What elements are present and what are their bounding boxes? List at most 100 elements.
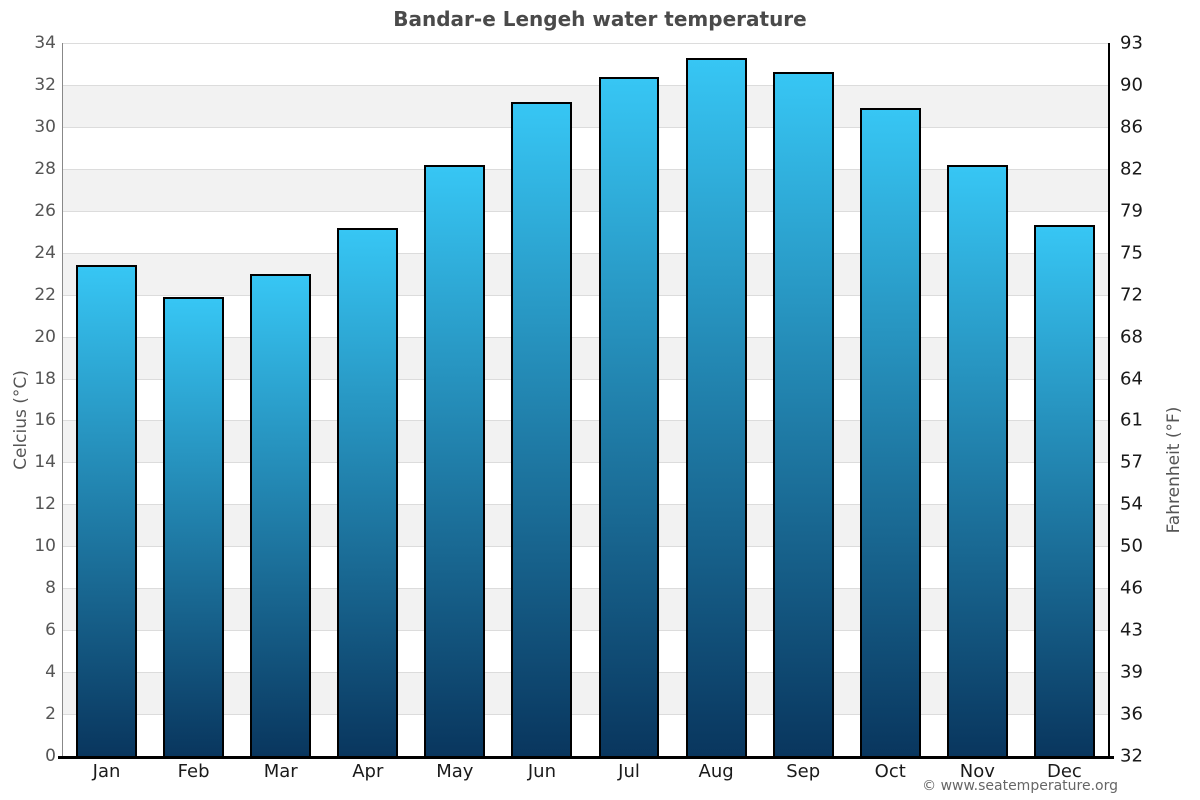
celsius-tick-label: 30 [34,116,56,137]
bar-aug [685,57,747,756]
gridline [63,378,1108,380]
month-label-nov: Nov [959,761,995,782]
bar-slot-nov [934,43,1021,756]
bar-slot-sep [760,43,847,756]
gridline [63,336,1108,338]
bar-jan [76,265,138,756]
celsius-axis-title: Celcius (°C) [11,370,31,470]
bar-feb [163,296,225,756]
x-axis-baseline [58,756,1114,759]
month-label-jun: Jun [527,761,556,782]
bar-mar [250,273,312,756]
bar-slot-may [411,43,498,756]
fahrenheit-axis-title: Fahrenheit (°F) [1164,406,1184,534]
celsius-tick-label: 18 [34,368,56,389]
celsius-tick-label: 14 [34,452,56,473]
background-stripe [63,630,1108,673]
background-stripe [63,126,1108,169]
fahrenheit-tick-label: 64 [1120,368,1143,390]
bar-jun [511,101,573,756]
bar-slot-apr [324,43,411,756]
background-stripe [63,420,1108,463]
gridline [63,210,1108,212]
fahrenheit-tick-label: 54 [1120,493,1143,515]
month-label-apr: Apr [352,761,384,782]
bar-may [424,164,486,756]
plot-area [63,43,1108,756]
celsius-axis-line [62,43,63,756]
gridline [63,84,1108,86]
fahrenheit-tick-label: 43 [1120,619,1143,641]
month-label-aug: Aug [698,761,734,782]
background-stripe [63,168,1108,211]
background-stripe [63,378,1108,421]
fahrenheit-tick-label: 93 [1120,32,1143,54]
background-stripe [63,588,1108,631]
month-label-oct: Oct [874,761,906,782]
gridline [63,546,1108,548]
background-stripe [63,336,1108,379]
gridline [63,43,1108,44]
celsius-tick-label: 32 [34,74,56,95]
celsius-tick-label: 6 [45,620,56,641]
fahrenheit-tick-label: 68 [1120,326,1143,348]
gridline [63,420,1108,422]
background-stripe [63,714,1108,756]
fahrenheit-tick-label: 57 [1120,451,1143,473]
background-stripe [63,462,1108,505]
gridline [63,462,1108,464]
background-stripe [63,210,1108,253]
bar-jul [598,76,660,756]
fahrenheit-tick-label: 72 [1120,284,1143,306]
bar-dec [1033,225,1095,756]
bar-slot-oct [847,43,934,756]
gridline [63,126,1108,128]
celsius-tick-label: 20 [34,326,56,347]
celsius-tick-label: 2 [45,704,56,725]
background-stripe [63,546,1108,589]
bar-slot-jul [585,43,672,756]
fahrenheit-tick-label: 86 [1120,116,1143,138]
fahrenheit-tick-label: 79 [1120,200,1143,222]
fahrenheit-tick-label: 46 [1120,577,1143,599]
bar-oct [859,108,921,756]
celsius-tick-label: 12 [34,494,56,515]
celsius-tick-label: 8 [45,578,56,599]
bar-slot-jun [498,43,585,756]
bar-slot-dec [1021,43,1108,756]
gridline [63,672,1108,674]
celsius-tick-label: 4 [45,662,56,683]
fahrenheit-tick-labels: 32 36 39 43 46 50 54 57 61 64 68 72 75 79 82 86 90 93 [1120,33,1190,767]
background-stripe [63,84,1108,127]
fahrenheit-tick-label: 39 [1120,661,1143,683]
celsius-tick-label: 24 [34,242,56,263]
chart-title: Bandar-e Lengeh water temperature [393,7,807,31]
fahrenheit-tick-label: 75 [1120,242,1143,264]
fahrenheit-tick-label: 90 [1120,74,1143,96]
month-label-jul: Jul [618,761,640,782]
bar-slot-aug [673,43,760,756]
gridline [63,714,1108,716]
celsius-tick-label: 22 [34,284,56,305]
celsius-tick-label: 10 [34,536,56,557]
month-label-jan: Jan [92,761,121,782]
fahrenheit-tick-label: 61 [1120,409,1143,431]
month-label-mar: Mar [263,761,298,782]
bar-series [63,43,1108,756]
bar-nov [946,164,1008,756]
bar-slot-jan [63,43,150,756]
celsius-tick-label: 28 [34,158,56,179]
bar-sep [772,72,834,756]
celsius-tick-labels: 0 2 4 6 8 10 12 14 16 18 20 22 24 26 28 30 32 34 [0,33,56,766]
gridline [63,252,1108,254]
month-label-feb: Feb [177,761,210,782]
background-stripe [63,672,1108,715]
month-axis-labels: Jan Feb Mar Apr May Jun Jul Aug Sep Oct Nov Dec [63,761,1108,782]
month-label-dec: Dec [1046,761,1082,782]
fahrenheit-tick-label: 82 [1120,158,1143,180]
fahrenheit-tick-label: 32 [1120,745,1143,767]
month-label-sep: Sep [786,761,821,782]
month-label-may: May [436,761,474,782]
bar-slot-mar [237,43,324,756]
gridline [63,294,1108,296]
